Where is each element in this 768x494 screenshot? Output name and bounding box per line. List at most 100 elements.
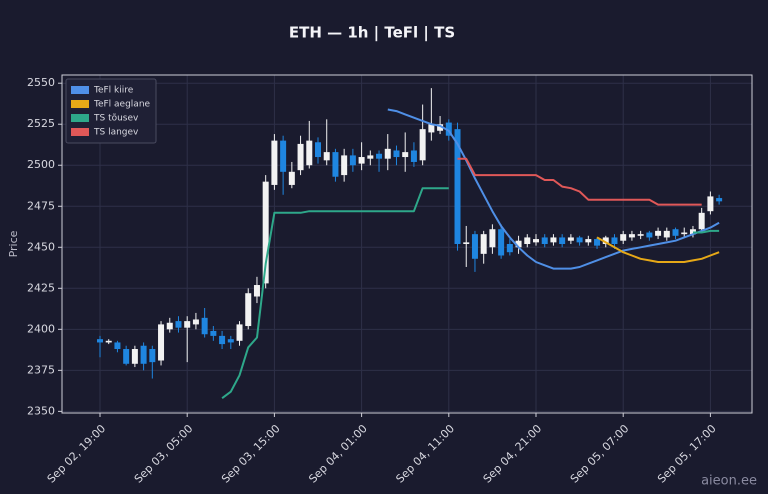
candle-body [402, 152, 409, 158]
overlay-line [457, 157, 702, 206]
candle-body [227, 339, 234, 343]
candle-body [219, 335, 226, 345]
plot-area [62, 75, 752, 413]
candle-body [559, 237, 566, 244]
candle-body [498, 229, 505, 256]
y-tick-label: 2375 [27, 363, 55, 376]
candle-body [271, 140, 278, 185]
watermark: aieon.ee [701, 474, 757, 489]
candle-body [236, 324, 243, 341]
candle-body [201, 317, 208, 335]
candle-body [637, 234, 644, 236]
candle-body [131, 349, 138, 364]
candle-body [716, 198, 723, 202]
x-tick-label: Sep 04, 01:00 [306, 422, 370, 486]
candle-body [114, 342, 121, 350]
legend-swatch [71, 100, 89, 108]
candle-body [166, 322, 173, 330]
candle-body [602, 237, 609, 244]
candle-body [306, 140, 313, 166]
candle-body [288, 171, 295, 185]
x-tick-label: Sep 03, 15:00 [219, 422, 283, 486]
candle-body [297, 143, 304, 171]
candle-body [323, 152, 330, 161]
candle-body [628, 234, 635, 238]
candle-body [358, 157, 365, 164]
candle-body [315, 142, 321, 158]
candle-body [533, 239, 539, 243]
candle-body [681, 232, 688, 235]
candle-body [158, 324, 165, 361]
candle-body [655, 230, 662, 236]
candle-body [611, 237, 618, 244]
legend-swatch [71, 86, 89, 94]
y-tick-label: 2350 [27, 404, 55, 417]
candle-body [97, 339, 103, 343]
candle-body [253, 285, 260, 297]
legend-label: TS tõusev [93, 114, 139, 124]
candle-body [184, 321, 191, 328]
candle-body [341, 155, 348, 176]
legend-label: TeFl kiire [93, 86, 134, 96]
candle-body [384, 148, 391, 159]
candle-body [332, 152, 339, 177]
x-tick-label: Sep 04, 11:00 [393, 422, 457, 486]
overlay-line [596, 236, 720, 263]
candle-body [698, 212, 705, 230]
candle-body [376, 153, 383, 159]
overlay-line [387, 108, 720, 270]
candle-body [419, 129, 426, 161]
candle-body [410, 150, 417, 162]
x-tick-label: Sep 03, 05:00 [132, 422, 196, 486]
candle-body [594, 239, 601, 246]
legend: TeFl kiire TeFl aeglane TS tõusev TS langev [65, 78, 157, 144]
candle-body [515, 240, 522, 248]
legend-swatch [71, 128, 89, 136]
candle-body [123, 349, 130, 364]
y-tick-label: 2400 [27, 322, 55, 335]
candle-body [480, 234, 487, 254]
candle-body [245, 293, 252, 327]
legend-swatch [71, 114, 89, 122]
chart-title: ETH — 1h | TeFl | TS [289, 24, 455, 43]
y-tick-label: 2525 [27, 117, 55, 130]
y-tick-label: 2425 [27, 281, 55, 294]
candle-body [428, 124, 435, 133]
y-axis-label: Price [7, 230, 20, 257]
candle-body [445, 122, 452, 136]
candle-body [663, 230, 670, 238]
candle-body [105, 340, 112, 343]
candle-body [524, 237, 531, 244]
candle-body [541, 237, 548, 244]
candle-body [280, 140, 287, 172]
legend-box [65, 78, 157, 144]
y-tick-label: 2550 [27, 76, 55, 89]
candle-body [262, 181, 269, 284]
candle-body [620, 234, 627, 241]
candle-body [454, 129, 461, 244]
candle-body [672, 229, 679, 236]
x-tick-label: Sep 05, 07:00 [568, 422, 632, 486]
candle-body [567, 237, 574, 241]
candle-body [585, 239, 592, 243]
candle-body [471, 234, 478, 259]
candle-body [689, 229, 696, 235]
plot-frame [61, 74, 753, 414]
y-tick-label: 2450 [27, 240, 55, 253]
candle-body [175, 321, 182, 328]
candle-body [707, 196, 714, 212]
candle-body [506, 244, 513, 253]
legend-label: TeFl aeglane [93, 100, 151, 110]
candle-body [393, 150, 400, 158]
x-tick-label: Sep 02, 19:00 [45, 422, 109, 486]
candle-body [192, 319, 199, 325]
y-tick-label: 2500 [27, 158, 55, 171]
candle-body [489, 229, 496, 248]
candle-body [210, 330, 217, 336]
candle-body [463, 242, 470, 244]
candle-body [149, 349, 156, 363]
candle-body [349, 155, 356, 166]
candle-body [550, 237, 557, 243]
legend-label: TS langev [93, 128, 139, 138]
